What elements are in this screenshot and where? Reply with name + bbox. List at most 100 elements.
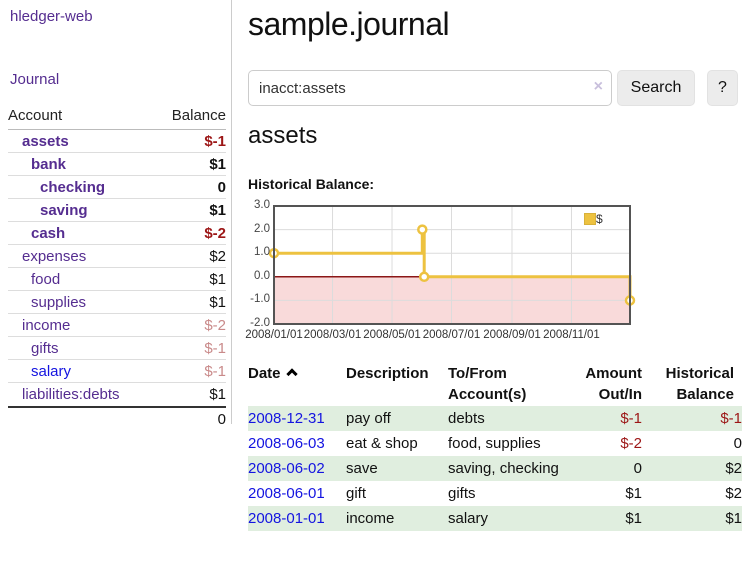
account-balance: $-1 bbox=[204, 363, 226, 380]
account-title: assets bbox=[248, 122, 318, 149]
account-row: assets $-1 bbox=[8, 130, 226, 153]
x-axis-tick-label: 2008/09/01 bbox=[483, 329, 541, 341]
transaction-date-link[interactable]: 2008-06-01 bbox=[248, 485, 325, 502]
sidebar-item-cash[interactable]: cash bbox=[31, 225, 66, 242]
account-balance: $1 bbox=[209, 386, 226, 403]
description-cell: save bbox=[346, 456, 448, 481]
page-title: sample.journal bbox=[248, 6, 450, 42]
help-button[interactable]: ? bbox=[707, 70, 738, 106]
date-column-header[interactable]: Date bbox=[248, 362, 346, 406]
sidebar-item-expenses[interactable]: expenses bbox=[22, 248, 87, 265]
account-balance: $-2 bbox=[204, 225, 226, 242]
account-row: bank $1 bbox=[8, 153, 226, 176]
clear-search-icon[interactable]: × bbox=[593, 78, 603, 95]
account-row: income $-2 bbox=[8, 314, 226, 337]
description-cell: eat & shop bbox=[346, 435, 418, 452]
account-balance: $1 bbox=[209, 294, 226, 311]
balance-cell: 0 bbox=[733, 435, 742, 452]
transaction-date-link[interactable]: 2008-01-01 bbox=[248, 510, 325, 527]
account-row: saving $1 bbox=[8, 199, 226, 222]
register-header-row: Date Description To/From Account(s) Amoun… bbox=[248, 362, 742, 406]
x-axis-tick-label: 2008/01/01 bbox=[245, 329, 303, 341]
brand-link[interactable]: hledger-web bbox=[10, 8, 93, 25]
description-cell: gift bbox=[346, 485, 367, 502]
date-cell: 2008-12-31 bbox=[248, 406, 346, 431]
account-balance: $1 bbox=[209, 202, 226, 219]
date-cell: 2008-06-01 bbox=[248, 481, 346, 506]
account-balance: $1 bbox=[209, 271, 226, 288]
sidebar-item-gifts[interactable]: gifts bbox=[31, 340, 59, 357]
x-axis-tick-label: 2008/03/01 bbox=[303, 329, 362, 341]
sidebar-item-bank[interactable]: bank bbox=[31, 156, 67, 173]
account-row: gifts $-1 bbox=[8, 337, 226, 360]
account-balance: $-1 bbox=[204, 340, 226, 357]
register-table: Date Description To/From Account(s) Amoun… bbox=[248, 362, 742, 531]
transaction-date-link[interactable]: 2008-12-31 bbox=[248, 410, 325, 427]
account-row: liabilities:debts $1 bbox=[8, 383, 226, 406]
sidebar-item-assets[interactable]: assets bbox=[22, 133, 69, 150]
balance-cell: $-1 bbox=[642, 406, 742, 431]
table-row: 2008-06-01 gift gifts $1 $2 bbox=[248, 481, 742, 506]
account-balance: $-2 bbox=[204, 317, 226, 334]
balance-cell: $1 bbox=[642, 506, 742, 531]
accounts-column-header: To/From Account(s) bbox=[448, 365, 527, 403]
accounts-cell: debts bbox=[448, 406, 560, 431]
account-balance: 0 bbox=[217, 179, 226, 196]
sidebar-item-salary[interactable]: salary bbox=[31, 363, 72, 380]
sidebar-item-income[interactable]: income bbox=[22, 317, 71, 334]
search-bar: × Search ? bbox=[248, 70, 742, 106]
sidebar-item-checking[interactable]: checking bbox=[40, 179, 106, 196]
table-row: 2008-06-03 eat & shop food, supplies $-2 0 bbox=[248, 431, 742, 456]
amount-column-header: Amount Out/In bbox=[585, 365, 642, 403]
account-row: salary $-1 bbox=[8, 360, 226, 383]
amount-cell: $1 bbox=[625, 485, 642, 502]
balance-column-header: Historical Balance bbox=[665, 365, 734, 403]
account-row: cash $-2 bbox=[8, 222, 226, 245]
account-row: expenses $2 bbox=[8, 245, 226, 268]
accounts-cell: food, supplies bbox=[448, 435, 541, 452]
legend-label: $ bbox=[596, 212, 603, 226]
sidebar-item-food[interactable]: food bbox=[31, 271, 61, 288]
amount-cell: $-1 bbox=[560, 406, 642, 431]
chart-label: Historical Balance: bbox=[248, 176, 375, 192]
account-balance: $2 bbox=[209, 248, 226, 265]
account-balance: $1 bbox=[209, 156, 226, 173]
historical-balance-chart: 3.0 2.0 1.0 0.0 -1.0 -2.0 2008/01/01 2008/03/01… bbox=[245, 199, 742, 345]
search-button[interactable]: Search bbox=[617, 70, 695, 106]
sidebar-item-supplies[interactable]: supplies bbox=[31, 294, 87, 311]
search-input[interactable] bbox=[248, 70, 612, 106]
x-axis-tick-label: 2008/05/01 bbox=[363, 329, 421, 341]
sort-ascending-icon bbox=[285, 368, 298, 380]
amount-cell: $1 bbox=[560, 506, 642, 531]
sidebar-divider bbox=[231, 0, 232, 424]
date-cell: 2008-01-01 bbox=[248, 506, 346, 531]
legend-swatch-icon bbox=[584, 213, 596, 225]
transaction-date-link[interactable]: 2008-06-03 bbox=[248, 435, 325, 452]
sidebar-item-saving[interactable]: saving bbox=[40, 202, 88, 219]
sidebar-item-liabilities-debts[interactable]: liabilities:debts bbox=[22, 386, 120, 403]
table-row: 2008-01-01 income salary $1 $1 bbox=[248, 506, 742, 531]
accounts-cell: gifts bbox=[448, 485, 476, 502]
accounts-total: 0 bbox=[8, 406, 226, 429]
y-axis-tick-label: 0.0 bbox=[254, 269, 270, 282]
x-axis-tick-label: 2008/07/01 bbox=[422, 329, 481, 341]
y-axis-tick-label: 2.0 bbox=[254, 222, 270, 235]
table-row: 2008-06-02 save saving, checking 0 $2 bbox=[248, 456, 742, 481]
sidebar-item-journal[interactable]: Journal bbox=[10, 71, 60, 88]
accounts-table: Account Balance assets $-1 bank $1 checking 0… bbox=[8, 104, 226, 429]
transaction-date-link[interactable]: 2008-06-02 bbox=[248, 460, 325, 477]
accounts-cell: saving, checking bbox=[448, 456, 560, 481]
chart-plot-area bbox=[268, 205, 636, 325]
account-balance: $-1 bbox=[204, 133, 226, 150]
account-column-header: Account bbox=[8, 107, 63, 124]
x-axis-tick-label: 2008/11/01 bbox=[543, 329, 600, 341]
balance-cell: $2 bbox=[725, 485, 742, 502]
amount-cell: $-2 bbox=[620, 435, 642, 452]
account-row: food $1 bbox=[8, 268, 226, 291]
y-axis-tick-label: 3.0 bbox=[254, 199, 270, 211]
table-row: 2008-12-31 pay off debts $-1 $-1 bbox=[248, 406, 742, 431]
main-content: sample.journal × Search ? assets Histori… bbox=[245, 0, 742, 531]
account-row: checking 0 bbox=[8, 176, 226, 199]
accounts-table-header: Account Balance bbox=[8, 104, 226, 130]
description-cell: income bbox=[346, 506, 448, 531]
